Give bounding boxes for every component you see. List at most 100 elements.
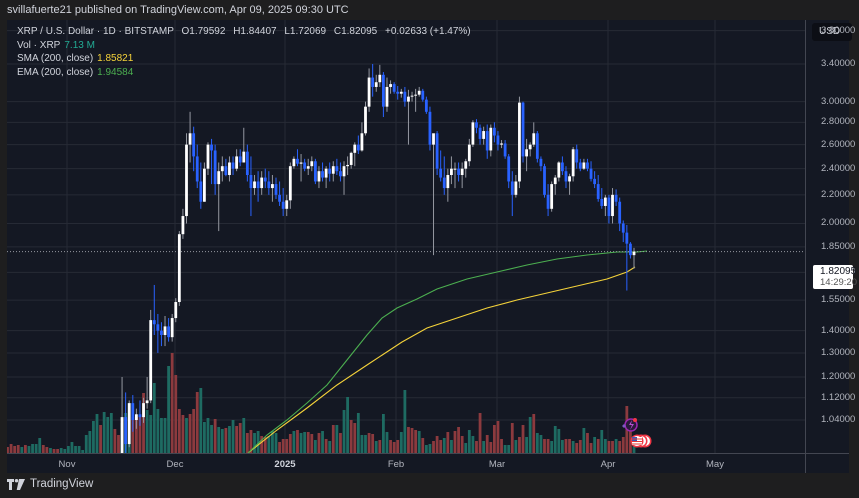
candle-body[interactable] — [582, 162, 586, 169]
candle-body[interactable] — [525, 149, 528, 157]
candle-body[interactable] — [575, 149, 579, 163]
candle-body[interactable] — [614, 194, 618, 202]
candle-body[interactable] — [496, 135, 500, 145]
candle-body[interactable] — [145, 400, 149, 404]
candle-body[interactable] — [263, 177, 267, 182]
candle-body[interactable] — [120, 417, 124, 453]
candle-body[interactable] — [152, 320, 156, 325]
candle-body[interactable] — [174, 302, 178, 319]
candle-body[interactable] — [339, 171, 342, 177]
candle-body[interactable] — [360, 133, 364, 151]
candle-body[interactable] — [349, 152, 353, 165]
candle-body[interactable] — [281, 201, 285, 209]
candle-body[interactable] — [392, 84, 396, 92]
candle-body[interactable] — [550, 184, 554, 209]
candle-body[interactable] — [364, 106, 367, 134]
candle-body[interactable] — [407, 96, 410, 102]
candle-body[interactable] — [518, 102, 521, 182]
candle-body[interactable] — [238, 156, 242, 163]
candle-body[interactable] — [507, 156, 511, 182]
candle-body[interactable] — [131, 403, 135, 420]
candle-body[interactable] — [521, 102, 525, 157]
candle-body[interactable] — [296, 158, 299, 164]
candle-body[interactable] — [188, 133, 192, 145]
candle-body[interactable] — [167, 326, 170, 338]
legend-ema-row[interactable]: EMA (200, close) 1.94584 — [17, 66, 471, 80]
candle-body[interactable] — [367, 77, 371, 107]
candle-body[interactable] — [124, 417, 128, 445]
candle-body[interactable] — [510, 181, 514, 195]
candle-body[interactable] — [321, 171, 324, 178]
candle-body[interactable] — [331, 166, 335, 174]
candle-body[interactable] — [317, 171, 321, 182]
candle-body[interactable] — [213, 150, 217, 185]
candle-body[interactable] — [127, 403, 131, 445]
candle-body[interactable] — [142, 403, 145, 418]
candle-body[interactable] — [432, 133, 435, 145]
candle-body[interactable] — [235, 156, 239, 169]
candle-body[interactable] — [278, 194, 281, 202]
candle-body[interactable] — [589, 168, 593, 179]
candle-body[interactable] — [156, 324, 160, 331]
candle-body[interactable] — [593, 178, 597, 185]
candle-body[interactable] — [134, 414, 138, 420]
candle-body[interactable] — [492, 127, 496, 136]
candle-body[interactable] — [210, 144, 213, 151]
chart-frame[interactable]: XRP / U.S. Dollar · 1D · BITSTAMP O1.795… — [7, 20, 857, 473]
candle-body[interactable] — [568, 176, 571, 182]
candle-body[interactable] — [417, 90, 421, 95]
candle-body[interactable] — [138, 414, 142, 418]
candle-body[interactable] — [478, 127, 482, 139]
candle-body[interactable] — [600, 198, 604, 206]
legend-volume-row[interactable]: Vol · XRP 7.13 M — [17, 39, 471, 53]
candle-body[interactable] — [421, 90, 425, 100]
candle-body[interactable] — [292, 158, 296, 167]
candle-body[interactable] — [439, 168, 443, 178]
candle-body[interactable] — [170, 318, 174, 338]
candle-body[interactable] — [489, 127, 493, 151]
candle-body[interactable] — [607, 197, 611, 217]
candle-body[interactable] — [428, 111, 432, 145]
candle-body[interactable] — [543, 166, 546, 195]
candle-body[interactable] — [242, 151, 246, 163]
candle-body[interactable] — [442, 177, 446, 189]
candle-body[interactable] — [532, 133, 536, 145]
candle-body[interactable] — [435, 133, 439, 169]
candle-body[interactable] — [342, 166, 346, 177]
candle-body[interactable] — [446, 175, 450, 189]
candle-body[interactable] — [586, 162, 589, 169]
candle-body[interactable] — [424, 99, 428, 112]
legend-ohlc-row[interactable]: XRP / U.S. Dollar · 1D · BITSTAMP O1.795… — [17, 25, 471, 39]
candle-body[interactable] — [220, 166, 224, 172]
candle-body[interactable] — [475, 122, 478, 128]
candle-body[interactable] — [564, 171, 568, 182]
candle-body[interactable] — [346, 164, 349, 167]
candle-body[interactable] — [535, 133, 539, 159]
candle-body[interactable] — [382, 74, 385, 107]
candle-body[interactable] — [195, 156, 199, 182]
candle-body[interactable] — [285, 200, 289, 209]
candle-body[interactable] — [353, 144, 357, 153]
candle-body[interactable] — [374, 82, 378, 87]
candle-body[interactable] — [596, 184, 600, 199]
candle-body[interactable] — [464, 161, 468, 169]
candle-body[interactable] — [471, 122, 475, 145]
candle-body[interactable] — [288, 166, 292, 201]
legend-sma-row[interactable]: SMA (200, close) 1.85821 — [17, 52, 471, 66]
candle-body[interactable] — [303, 162, 307, 169]
candle-body[interactable] — [571, 149, 575, 177]
candle-body[interactable] — [163, 326, 167, 335]
candle-body[interactable] — [231, 162, 235, 169]
candle-body[interactable] — [206, 144, 210, 169]
candle-body[interactable] — [310, 161, 314, 167]
candle-body[interactable] — [335, 166, 339, 172]
candle-body[interactable] — [621, 223, 625, 233]
candle-body[interactable] — [389, 84, 392, 87]
candle-body[interactable] — [249, 175, 253, 189]
candle-body[interactable] — [256, 181, 260, 189]
candle-body[interactable] — [403, 91, 407, 102]
candle-body[interactable] — [539, 158, 543, 167]
candle-body[interactable] — [453, 168, 457, 170]
candle-body[interactable] — [625, 232, 629, 244]
candle-body[interactable] — [274, 184, 278, 195]
